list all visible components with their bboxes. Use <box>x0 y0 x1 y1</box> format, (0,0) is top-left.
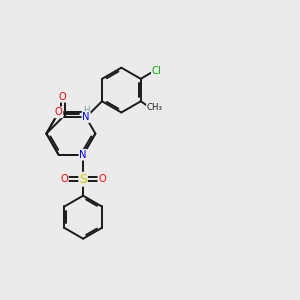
Text: N: N <box>80 150 87 160</box>
Text: S: S <box>79 173 87 186</box>
Text: O: O <box>60 174 68 184</box>
Text: H: H <box>83 106 89 115</box>
Text: Cl: Cl <box>152 66 162 76</box>
Text: O: O <box>55 107 62 117</box>
Text: N: N <box>82 112 90 122</box>
Text: CH₃: CH₃ <box>147 103 163 112</box>
Text: O: O <box>98 174 106 184</box>
Text: O: O <box>59 92 67 102</box>
